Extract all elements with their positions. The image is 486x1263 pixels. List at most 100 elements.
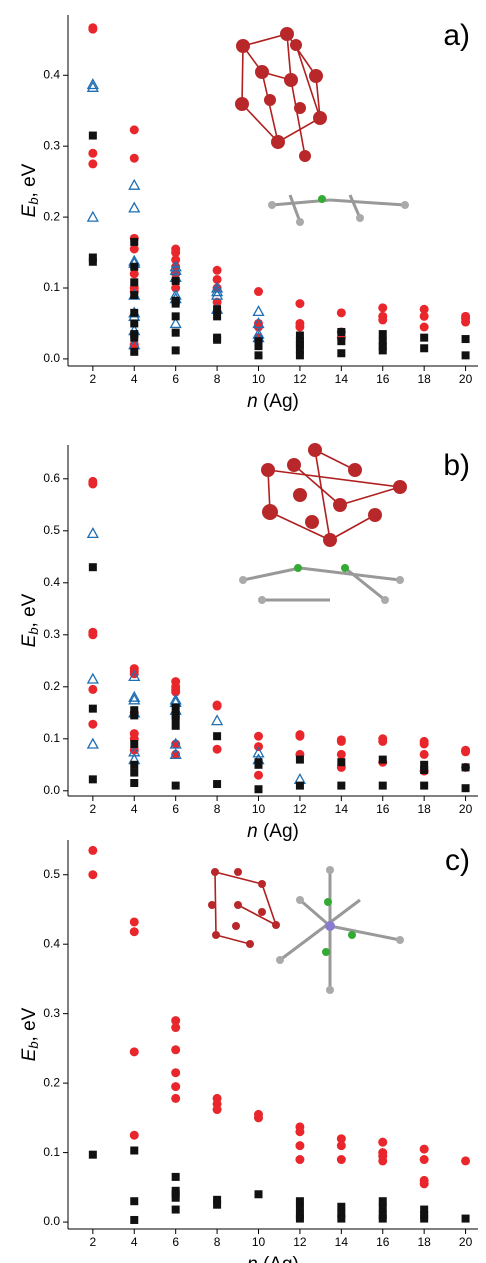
point [337,328,345,336]
point [88,528,98,537]
point [295,1155,304,1164]
cluster-a [235,27,327,162]
point [255,351,263,359]
point [254,306,264,315]
point [130,263,138,271]
point [213,702,222,711]
point [295,323,304,332]
point [130,740,138,748]
point [379,346,387,354]
point [130,1216,138,1224]
point [129,180,139,189]
point [130,291,138,299]
point [213,732,221,740]
point [213,305,221,313]
x-tick-label: 10 [252,1235,266,1249]
point [130,769,138,777]
x-tick-label: 12 [293,372,307,386]
point [129,203,139,212]
point [88,480,97,489]
point [88,674,98,683]
x-tick-label: 8 [214,372,221,386]
y-title-symbol: E [19,634,40,647]
y-tick-label: 0.5 [43,523,60,537]
panel-label: a) [443,19,470,52]
point [88,79,98,88]
x-tick-label: 2 [90,802,97,816]
y-axis-title: Eb, eV [19,1007,41,1061]
x-title-symbol: n [247,821,258,842]
y-tick-label: 0.3 [43,627,60,641]
point [462,1215,470,1223]
point [213,745,222,754]
point [379,756,387,764]
point [213,1105,222,1114]
y-title-subscript: b [26,1041,41,1048]
x-axis-title: n (Ag) [247,821,299,842]
x-tick-label: 10 [252,372,266,386]
point [88,212,98,221]
y-tick-label: 0.0 [43,351,60,365]
point [88,685,97,694]
y-title-symbol: E [19,204,40,217]
x-tick-label: 10 [252,802,266,816]
y-title-unit: , eV [19,593,40,627]
point [89,563,97,571]
point [378,315,387,324]
point [462,784,470,792]
point [172,722,180,730]
point [378,1156,387,1165]
point [130,711,138,719]
point [295,1127,304,1136]
panel: 0.00.10.20.30.40.52468101214161820Eb, eV… [19,840,478,1263]
point [337,782,345,790]
point [130,1131,139,1140]
x-axis-title: n (Ag) [247,391,299,412]
point [213,312,221,320]
y-tick-label: 0.5 [43,867,60,881]
x-tick-label: 6 [172,372,179,386]
point [89,258,97,266]
y-title-subscript: b [26,627,41,634]
point [337,737,346,746]
x-title-symbol: n [247,391,258,412]
point [88,149,97,158]
point [337,337,345,345]
point [296,1215,304,1223]
point [172,714,180,722]
x-tick-label: 6 [172,802,179,816]
point [296,756,304,764]
point [337,1215,345,1223]
point [420,1155,429,1164]
point [337,1203,345,1211]
point [255,761,263,769]
x-tick-label: 14 [335,1235,349,1249]
point [296,1204,304,1212]
point [255,1190,263,1198]
point [88,739,98,748]
point [379,1204,387,1212]
point [420,344,428,352]
point [88,159,97,168]
point [130,278,138,286]
point [172,312,180,320]
point [378,737,387,746]
y-tick-label: 0.3 [43,1006,60,1020]
y-tick-label: 0.0 [43,783,60,797]
point [171,1023,180,1032]
y-title-unit: , eV [19,1007,40,1041]
x-tick-label: 18 [417,372,431,386]
point [89,775,97,783]
point [130,761,138,769]
point [295,1141,304,1150]
x-tick-label: 20 [459,1235,473,1249]
x-tick-label: 20 [459,802,473,816]
point [378,303,387,312]
point [89,132,97,140]
point [337,758,345,766]
x-tick-label: 2 [90,1235,97,1249]
point [130,125,139,134]
point [130,348,138,356]
